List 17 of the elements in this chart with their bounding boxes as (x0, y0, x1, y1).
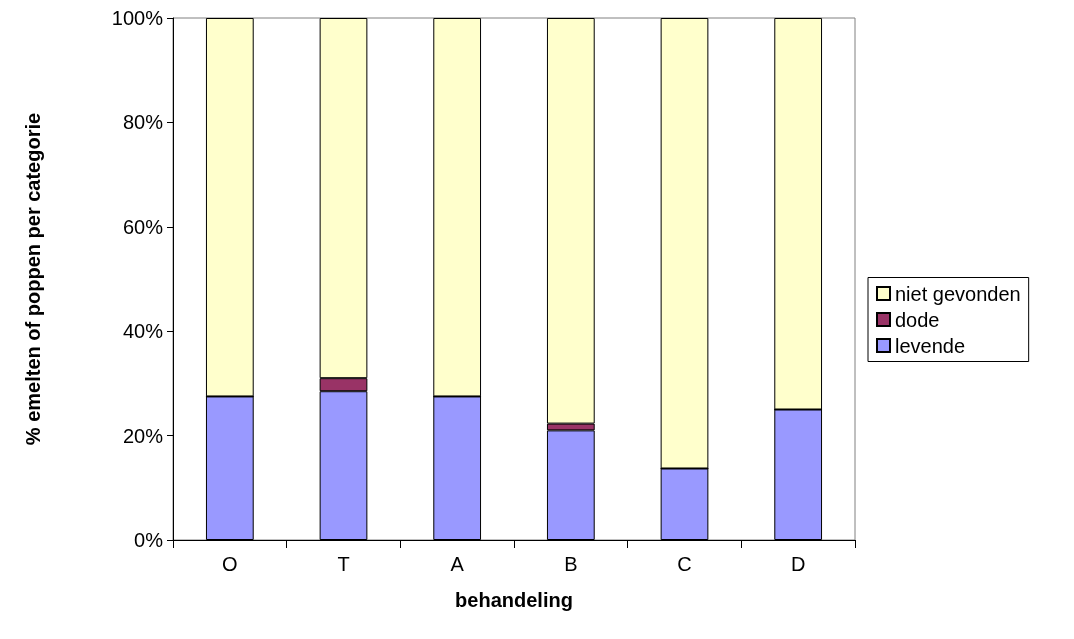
legend-label: niet gevonden (895, 282, 1021, 305)
x-tick-label: T (337, 553, 350, 575)
y-tick-label: 40% (122, 320, 164, 343)
x-tick-label: A (450, 553, 465, 575)
x-tick-label: D (790, 553, 806, 575)
y-axis-title: % emelten of poppen per categorie (22, 112, 44, 446)
legend-label: dode (895, 308, 940, 331)
y-tick-label: 20% (122, 424, 164, 447)
x-tick-label: B (564, 553, 578, 575)
y-tick-label: 100% (111, 7, 164, 29)
y-tick-label: 80% (122, 111, 164, 134)
y-tick-label: 60% (122, 215, 164, 238)
legend-label: levende (895, 334, 966, 357)
x-tick-label: C (677, 553, 692, 575)
x-tick-label: O (222, 553, 238, 575)
y-tick-label: 0% (134, 529, 164, 551)
x-axis-title: behandeling (455, 589, 573, 611)
